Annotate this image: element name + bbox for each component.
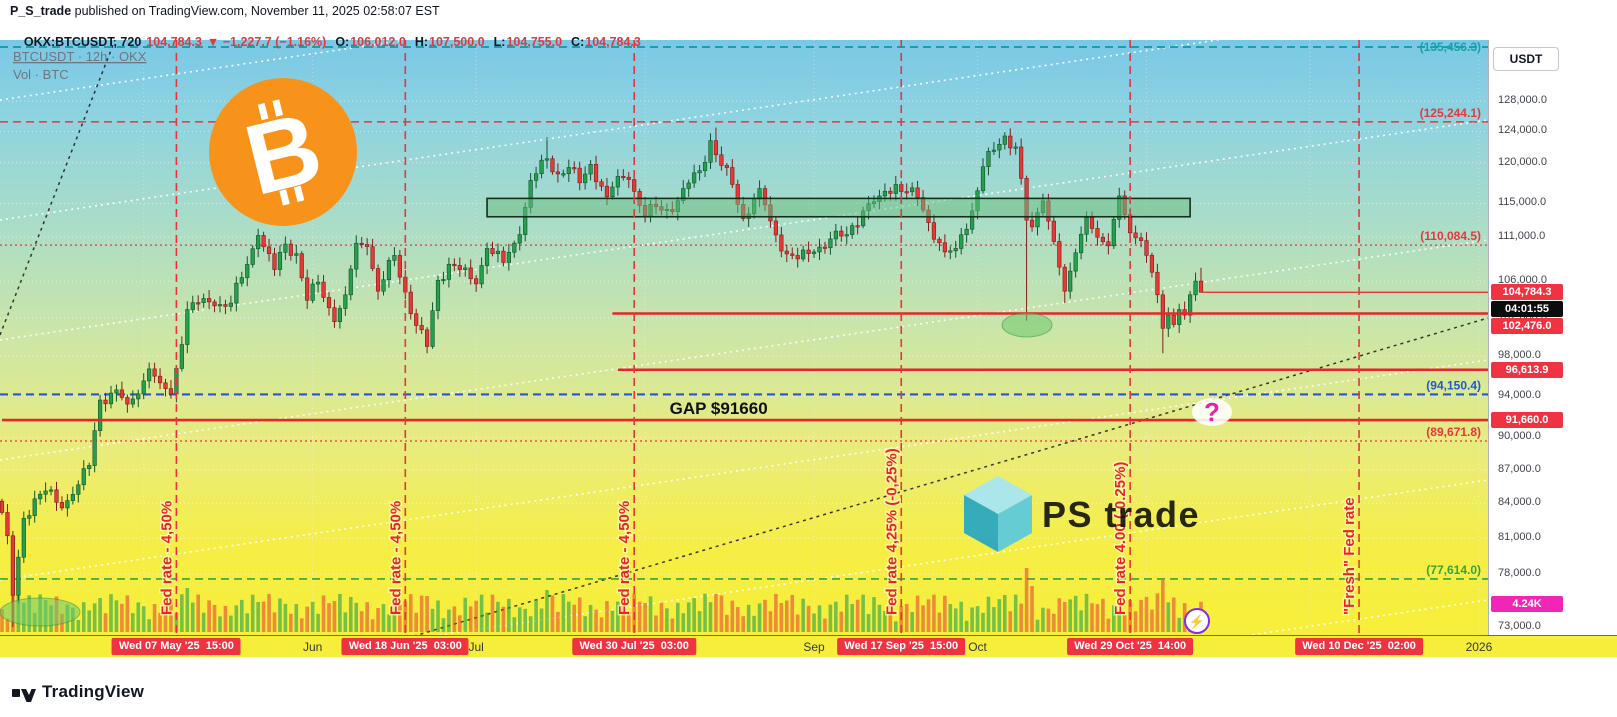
chart-svg[interactable]: Fed rate - 4,50% Fed rate - 4,50% Fed rate… xyxy=(0,40,1488,635)
level-price-label: (135,456.3) xyxy=(1420,40,1481,54)
month-label: Jun xyxy=(302,640,323,654)
level-price-badge: 96,613.9 xyxy=(1491,361,1563,378)
currency-button[interactable]: USDT xyxy=(1493,47,1559,71)
low-label: L: xyxy=(493,35,506,49)
event-date-badge: Wed 07 May '25 15:00 xyxy=(111,638,241,655)
event-date-badge: Wed 18 Jun '25 03:00 xyxy=(341,638,469,655)
boost-icon xyxy=(1184,608,1210,634)
author-name[interactable]: P_S_trade xyxy=(10,4,72,18)
bitcoin-logo: B xyxy=(209,78,357,226)
ps-trade-logo: PS trade xyxy=(964,476,1200,552)
last-price: 104,784.3 xyxy=(146,35,202,49)
month-label: Jul xyxy=(468,640,484,654)
month-label: 2026 xyxy=(1465,640,1493,654)
symbol-watermark: BTCUSDT · 12h · OKX xyxy=(13,49,147,64)
month-label: Oct xyxy=(968,640,987,654)
ps-trade-wordmark: PS trade xyxy=(1042,494,1200,535)
chart-canvas[interactable]: Fed rate - 4,50% Fed rate - 4,50% Fed rate… xyxy=(0,40,1488,635)
highlight-ellipse xyxy=(1001,312,1053,338)
alert-levels xyxy=(0,46,1488,580)
publish-header: P_S_trade published on TradingView.com, … xyxy=(0,0,1617,49)
tradingview-logo[interactable]: TradingView xyxy=(12,682,144,702)
supply-zone-box xyxy=(486,197,1191,218)
price-tick: 94,000.0 xyxy=(1498,388,1541,401)
high-label: H: xyxy=(414,35,429,49)
lightning-glyph: ⚡ xyxy=(1189,614,1205,630)
level-price-badge: 91,660.0 xyxy=(1491,412,1563,429)
level-price-badge: 102,476.0 xyxy=(1491,318,1563,335)
close-label: C: xyxy=(571,35,585,49)
open-value: 106,012.0 xyxy=(350,35,406,49)
published-text: published on TradingView.com, November 1… xyxy=(71,4,440,18)
fed-rate-label: Fed rate - 4,50% xyxy=(158,501,175,615)
event-date-badge: Wed 17 Sep '25 15:00 xyxy=(837,638,966,655)
level-price-label: (77,614.0) xyxy=(1426,563,1481,577)
high-value: 107,500.0 xyxy=(429,35,485,49)
price-tick: 106,000.0 xyxy=(1498,274,1547,287)
volume-value-badge: 4.24K xyxy=(1491,596,1563,612)
price-tick: 98,000.0 xyxy=(1498,349,1541,362)
price-tick: 120,000.0 xyxy=(1498,155,1547,168)
fed-rate-label: Fed rate 4.00 (-0.25%) xyxy=(1112,462,1129,615)
red-support-lines xyxy=(2,291,1488,422)
price-tick: 124,000.0 xyxy=(1498,124,1547,137)
tradingview-wordmark: TradingView xyxy=(42,682,145,701)
fed-rate-label: Fed rate - 4,50% xyxy=(387,501,404,615)
fed-rate-label: Fed rate 4,25% (-0,25%) xyxy=(883,448,900,615)
level-price-label: (89,671.8) xyxy=(1426,425,1481,439)
level-price-label: (125,244.1) xyxy=(1420,106,1481,120)
level-price-label: (110,084.5) xyxy=(1420,229,1481,243)
event-date-badge: Wed 29 Oct '25 14:00 xyxy=(1067,638,1194,655)
price-tick: 84,000.0 xyxy=(1498,496,1541,509)
symbol-title[interactable]: OKX:BTCUSDT, 720 xyxy=(23,35,142,49)
month-label: Sep xyxy=(803,640,825,654)
price-tick: 111,000.0 xyxy=(1498,230,1546,243)
fed-rate-lines: Fed rate - 4,50% Fed rate - 4,50% Fed rate… xyxy=(157,40,1360,635)
price-tick: 128,000.0 xyxy=(1498,94,1547,107)
price-tick: 73,000.0 xyxy=(1498,620,1541,632)
price-tick: 81,000.0 xyxy=(1498,531,1541,544)
price-change: ▼ −1,227.7 (−1.16%) xyxy=(206,35,327,49)
open-label: O: xyxy=(335,35,350,49)
bar-countdown-badge: 04:01:55 xyxy=(1491,301,1563,318)
bottom-bar: TradingView xyxy=(0,657,1617,717)
published-line: P_S_trade published on TradingView.com, … xyxy=(10,4,440,18)
price-tick: 87,000.0 xyxy=(1498,462,1541,475)
time-axis[interactable]: Jun Jul Sep Oct 2026 Wed 07 May '25 15:00 Wed … xyxy=(0,635,1617,658)
low-value: 104,755.0 xyxy=(506,35,563,49)
close-value: 104,784.3 xyxy=(585,35,641,49)
fed-rate-label: "Fresh" Fed rate xyxy=(1341,497,1358,615)
event-date-badge: Wed 10 Dec '25 02:00 xyxy=(1295,638,1423,655)
current-price-badge: 104,784.3 xyxy=(1491,284,1563,301)
tradingview-icon xyxy=(12,689,36,702)
gap-label: GAP $91660 xyxy=(670,399,768,418)
price-scale[interactable]: USDT 128,000.0 124,000.0 120,000.0 115,000.… xyxy=(1488,40,1617,635)
level-price-label: (94,150.4) xyxy=(1426,378,1481,392)
volume-watermark: Vol · BTC xyxy=(13,67,69,82)
highlight-ellipse xyxy=(0,597,81,627)
price-tick: 90,000.0 xyxy=(1498,430,1541,443)
symbol-ohlc-row: OKX:BTCUSDT, 720 104,784.3 ▼ −1,227.7 (−1.… xyxy=(10,21,646,63)
question-mark: ? xyxy=(1204,397,1220,427)
event-date-badge: Wed 30 Jul '25 03:00 xyxy=(572,638,696,655)
price-tick: 115,000.0 xyxy=(1498,196,1547,209)
question-bubble xyxy=(1192,398,1232,426)
price-tick: 78,000.0 xyxy=(1498,567,1541,580)
fed-rate-label: Fed rate - 4,50% xyxy=(616,501,633,615)
